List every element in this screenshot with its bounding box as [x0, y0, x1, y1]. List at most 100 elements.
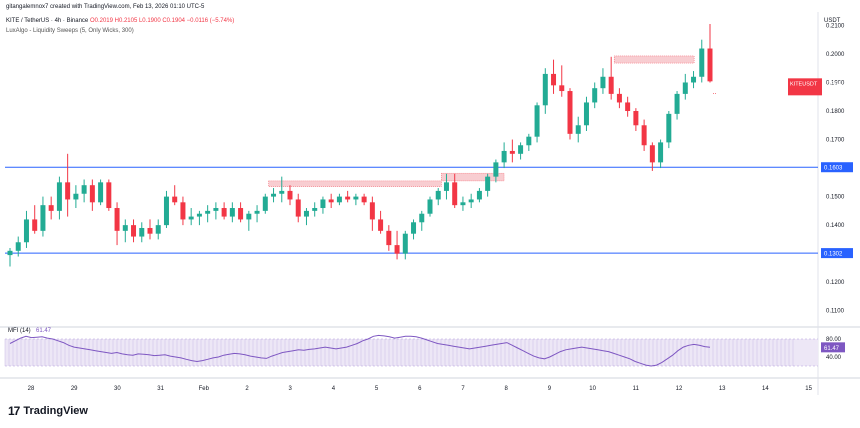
candle-body [295, 199, 301, 217]
candle-body [56, 182, 62, 211]
x-tick-label: 10 [589, 386, 596, 392]
x-tick-label: 31 [157, 386, 164, 392]
candle-body [114, 208, 120, 231]
candle-body [279, 190, 285, 194]
candle-body [40, 205, 46, 231]
candle-body [641, 125, 647, 146]
x-tick-label: 30 [114, 386, 121, 392]
candle-body [493, 162, 499, 177]
candle-body [378, 219, 384, 231]
candle-body [73, 193, 79, 200]
x-tick-label: 28 [28, 386, 35, 392]
candle-body [443, 182, 449, 191]
candle-body [106, 182, 112, 209]
x-tick-label: 7 [461, 386, 465, 392]
candle-body [23, 219, 29, 243]
candle-body [583, 102, 589, 126]
candle-body [460, 202, 466, 206]
candle-body [600, 76, 606, 89]
last-price-label: 0.1904 [823, 81, 842, 87]
candle-body [394, 245, 400, 254]
price-pane [5, 14, 818, 325]
candle-body [699, 48, 705, 77]
level-tag-label: 0.1603 [824, 166, 843, 172]
candle-body [221, 208, 227, 217]
symbol-tag-text: KITEUSDT [790, 81, 818, 87]
candle-body [7, 250, 13, 256]
candle-body [122, 225, 128, 231]
creator-caption: gitangalemnox7 created with TradingView.… [6, 4, 205, 10]
candle-body [361, 196, 367, 203]
candle-body [402, 233, 408, 254]
indicator-label[interactable]: LuxAlgo - Liquidity Sweeps (5, Only Wick… [6, 28, 134, 34]
candle-body [658, 142, 664, 163]
candle-body [559, 85, 565, 92]
x-tick-label: Feb [199, 386, 210, 392]
candle-body [287, 190, 293, 200]
x-tick-label: 11 [633, 386, 640, 392]
symbol-title[interactable]: KITE / TetherUS · 4h · Binance [6, 18, 89, 24]
x-tick-label: 12 [676, 386, 683, 392]
liquidity-sweep-zone [441, 172, 505, 182]
symbol-price-tag [788, 78, 822, 96]
candle-body [485, 176, 491, 191]
mfi-y-tick-label: 40.00 [826, 355, 842, 361]
tradingview-logo-icon: 17 [8, 404, 20, 418]
ohlc-values: O0.2019 H0.2105 L0.1900 C0.1904 −0.0116 … [89, 18, 235, 24]
candle-body [476, 190, 482, 200]
candle-body [345, 196, 351, 200]
y-tick-label: 0.1500 [826, 195, 845, 201]
candle-body [229, 208, 235, 217]
mfi-last-tag [821, 342, 845, 353]
candle-body [501, 150, 507, 163]
mfi-last-label: 61.47 [824, 346, 840, 352]
candle-body [312, 208, 318, 211]
x-tick-label: 13 [719, 386, 726, 392]
candle-body [238, 208, 244, 220]
x-tick-label: 15 [805, 386, 812, 392]
candle-body [419, 213, 425, 223]
candle-body [163, 196, 169, 226]
candle-body [172, 196, 178, 203]
candle-body [271, 193, 277, 197]
x-tick-label: 9 [548, 386, 552, 392]
candle-body [188, 216, 194, 220]
candle-body [15, 242, 21, 251]
y-tick-label: 0.1100 [826, 309, 845, 315]
candle-body [205, 210, 211, 214]
candle-body [131, 225, 137, 237]
y-tick-label: 0.1200 [826, 280, 845, 286]
tradingview-brand[interactable]: 17 TradingView [8, 404, 88, 418]
currency-label[interactable]: USDT [824, 18, 841, 24]
candle-body [98, 182, 104, 203]
candle-body [147, 227, 153, 234]
level-tag [821, 248, 853, 259]
candle-body [592, 88, 598, 103]
candle-body [369, 202, 375, 220]
x-tick-label: 4 [332, 386, 336, 392]
candle-body [682, 82, 688, 94]
brand-name: TradingView [23, 405, 88, 417]
candle-body [616, 93, 622, 103]
candle-body [139, 227, 145, 237]
candle-body [48, 205, 54, 211]
x-tick-label: 6 [418, 386, 422, 392]
x-tick-label: 3 [289, 386, 293, 392]
mfi-band-fill [5, 339, 818, 366]
level-tag-label: 0.1302 [824, 252, 843, 258]
candle-body [649, 145, 655, 163]
candle-body [567, 91, 573, 134]
mfi-value-label: 61.47 [36, 328, 52, 334]
candle-body [666, 113, 672, 143]
liquidity-sweep-zone [268, 180, 442, 187]
mfi-line [9, 334, 711, 367]
candle-body [386, 230, 392, 246]
y-tick-label: 0.1700 [826, 138, 845, 144]
candle-body [526, 136, 532, 146]
candle-body [633, 111, 639, 126]
candle-body [518, 145, 524, 154]
candle-body [625, 102, 631, 112]
candle-body [254, 210, 260, 214]
candle-body [509, 150, 515, 154]
